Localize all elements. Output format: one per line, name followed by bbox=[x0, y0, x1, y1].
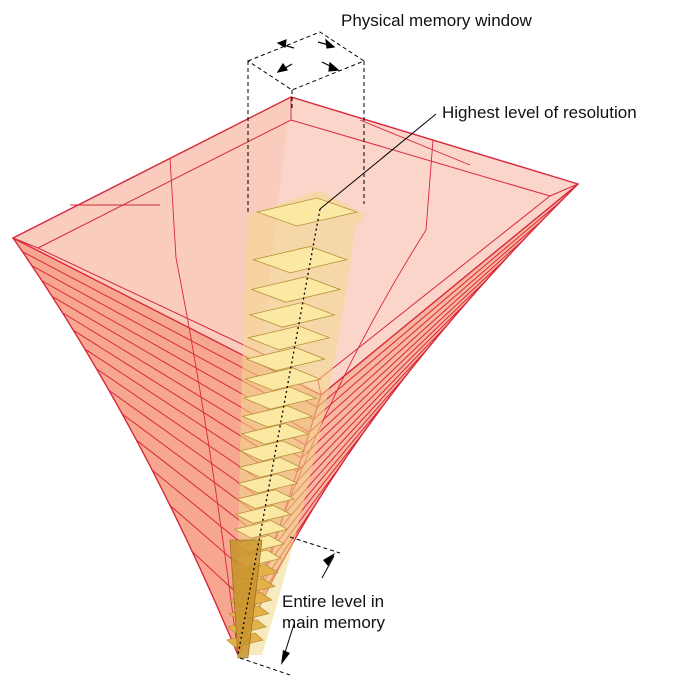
entire-level-label-line2: main memory bbox=[282, 612, 385, 633]
entire-level-label: Entire level in main memory bbox=[282, 591, 385, 633]
entire-level-label-line1: Entire level in bbox=[282, 591, 385, 612]
physical-memory-window-label: Physical memory window bbox=[341, 10, 532, 31]
highest-level-label: Highest level of resolution bbox=[442, 102, 637, 123]
